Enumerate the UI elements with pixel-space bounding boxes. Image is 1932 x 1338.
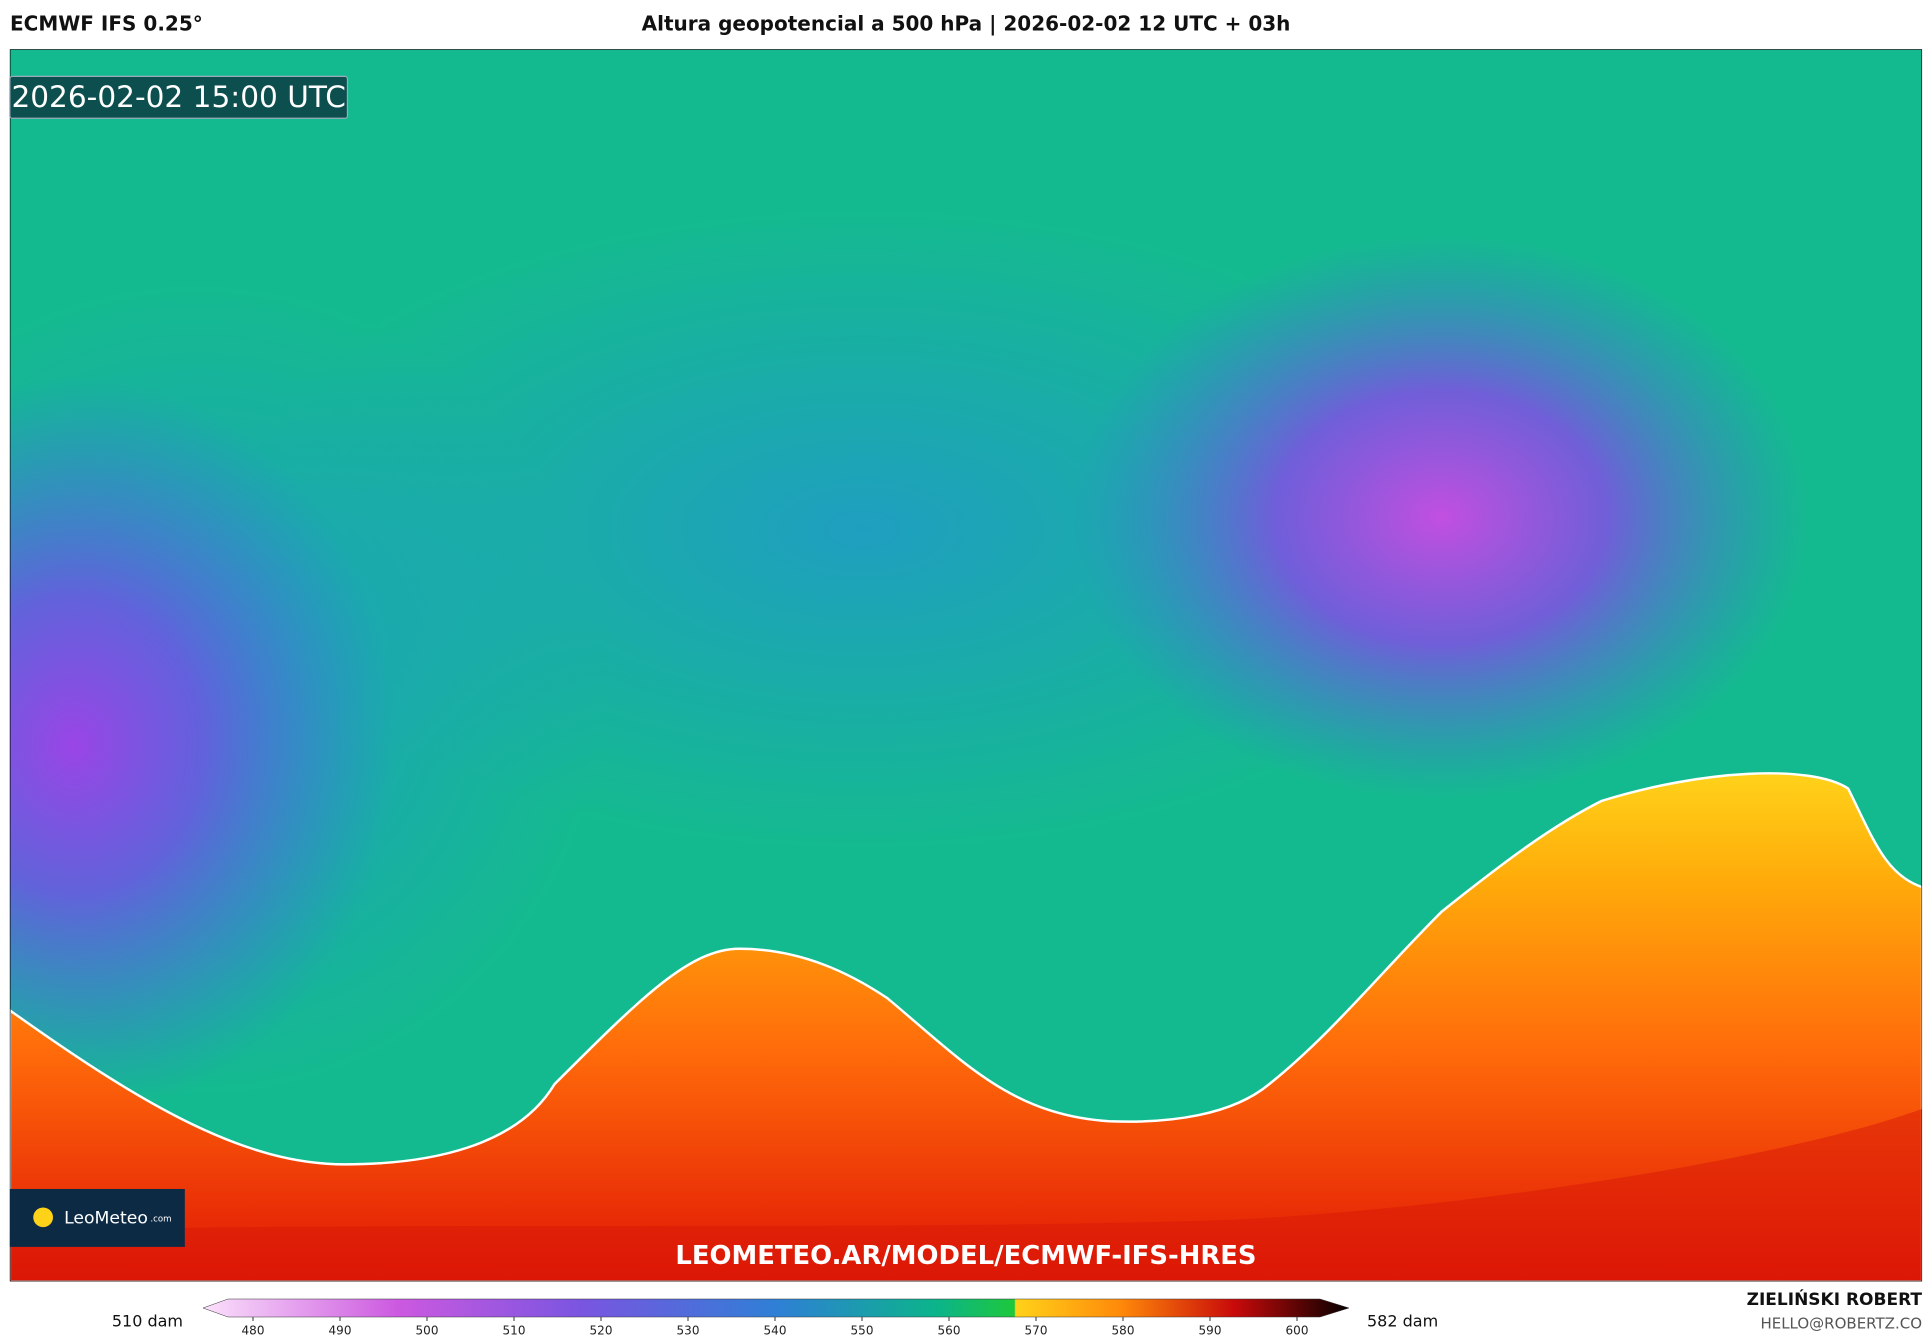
map-title: Altura geopotencial a 500 hPa | 2026-02-… [642, 12, 1291, 36]
valid-time: 2026-02-02 15:00 UTC [11, 80, 345, 114]
colorbar-tick-label: 540 [764, 1324, 787, 1338]
logo-sun [33, 1207, 53, 1228]
colorbar-tick-label: 500 [416, 1324, 439, 1338]
colorbar-tick-label: 600 [1286, 1324, 1309, 1338]
logo-text: LeoMeteo .com [64, 1209, 171, 1229]
model-name: ECMWF IFS 0.25° [10, 12, 203, 36]
colorbar-tick-label: 590 [1199, 1324, 1222, 1338]
colorbar-tick-label: 580 [1112, 1324, 1135, 1338]
colorbar-tick-label: 530 [677, 1324, 700, 1338]
colorbar: 480 490 500 510 520 530 540 550 560 570 580 590 600 [202, 1298, 1350, 1338]
colorbar-tick-label: 520 [590, 1324, 613, 1338]
watermark: LEOMETEO.AR/MODEL/ECMWF-IFS-HRES [675, 1241, 1256, 1271]
contact: HELLO@ROBERTZ.CO [1760, 1315, 1922, 1333]
map: 2026-02-02 15:00 UTC LeoMeteo .com LEOMET… [9, 49, 1923, 1282]
time-box [9, 75, 349, 119]
colorbar-tick-label: 490 [329, 1324, 352, 1338]
colorbar-tick-label: 560 [938, 1324, 961, 1338]
colorbar-tick-label: 570 [1025, 1324, 1048, 1338]
colorbar-tick-label: 480 [242, 1324, 265, 1338]
author: ZIELIŃSKI ROBERT [1747, 1288, 1923, 1310]
colorbar-max-label: 582 dam [1367, 1312, 1438, 1331]
colorbar-tick-label: 550 [851, 1324, 874, 1338]
colorbar-tick-label: 510 [503, 1324, 526, 1338]
colorbar-min-label: 510 dam [112, 1312, 183, 1331]
